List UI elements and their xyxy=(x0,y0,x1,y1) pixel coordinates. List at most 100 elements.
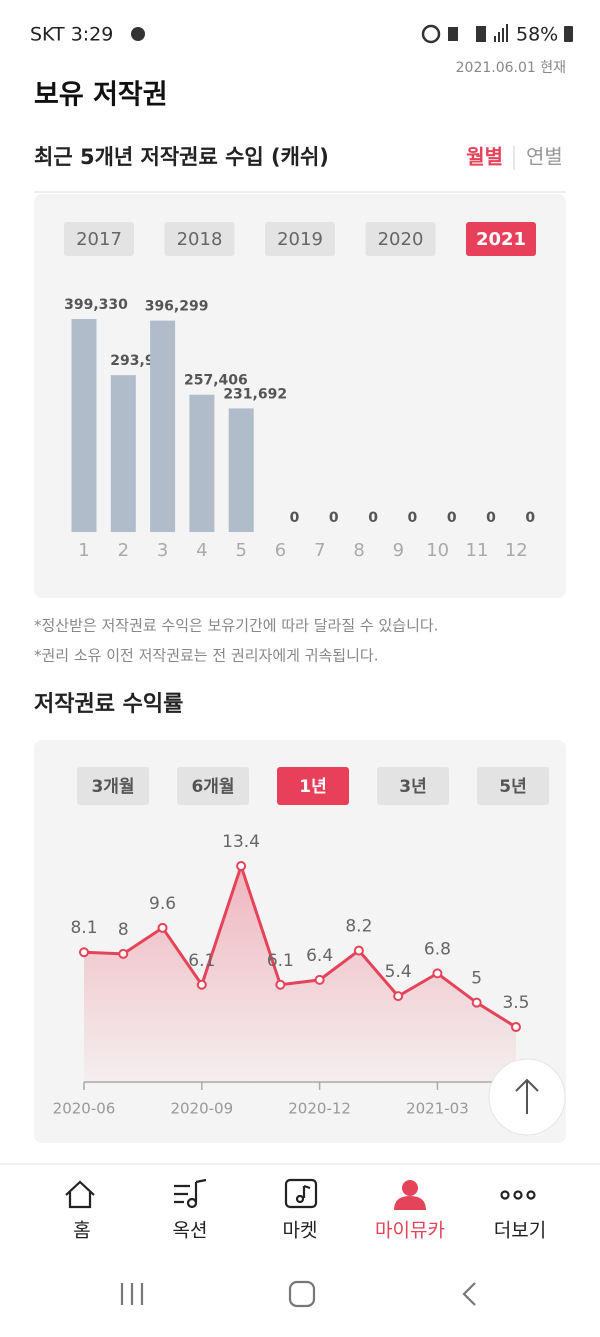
note: *권리 소유 이전 저작권료는 전 권리자에게 귀속됩니다. xyxy=(34,647,378,665)
point-label: 3.5 xyxy=(502,993,529,1013)
bar-value-label: 0 xyxy=(486,510,496,526)
point-label: 9.6 xyxy=(149,894,176,914)
bar-value-label: 399,330 xyxy=(64,297,128,313)
bar-value-label: 231,692 xyxy=(223,386,287,402)
bar-value-label: 0 xyxy=(408,510,418,526)
point-label: 6.8 xyxy=(424,939,451,959)
x-tick-label: 11 xyxy=(466,540,489,561)
point xyxy=(432,968,443,979)
bar-value-label: 396,299 xyxy=(145,299,209,315)
x-tick-label: 6 xyxy=(275,540,286,561)
x-tick-label: 9 xyxy=(393,540,404,561)
bar-value-label: 0 xyxy=(447,510,457,526)
point-label: 8.1 xyxy=(70,918,97,938)
range-tab-label: 3년 xyxy=(399,777,426,797)
arrow-up-icon xyxy=(515,1078,539,1114)
x-tick-label: 2020-12 xyxy=(288,1100,351,1118)
bar xyxy=(110,375,136,532)
x-tick-label: 2020-06 xyxy=(53,1100,116,1118)
point xyxy=(79,947,89,958)
point-label: 8 xyxy=(118,920,129,940)
date: 2021.06.01 현재 xyxy=(456,60,566,76)
point-label: 6.4 xyxy=(306,946,333,966)
toggle-monthly[interactable]: 월별 xyxy=(466,145,503,169)
nav-icon-active xyxy=(394,1180,426,1210)
system-nav xyxy=(120,1280,476,1308)
point xyxy=(118,948,129,959)
x-tick-label: 2021-03 xyxy=(406,1100,469,1118)
status-icons xyxy=(421,24,573,44)
range-tab[interactable] xyxy=(77,767,149,805)
x-tick-label: 5 xyxy=(235,540,246,561)
range-tab[interactable] xyxy=(477,767,549,805)
status-carrier-time: SKT 3:29 xyxy=(30,24,113,46)
nav-label[interactable]: 마이뮤카 xyxy=(375,1220,445,1242)
point-label: 6.1 xyxy=(267,951,294,971)
status-battery: 58% xyxy=(516,24,558,46)
year-tab-label: 2020 xyxy=(378,229,424,250)
note: *정산받은 저작권료 수익은 보유기간에 따라 달라질 수 있습니다. xyxy=(34,617,438,635)
x-tick-label: 4 xyxy=(196,540,207,561)
point xyxy=(353,945,364,956)
status-icon xyxy=(131,27,145,41)
point-label: 8.2 xyxy=(345,917,372,937)
year-tab[interactable] xyxy=(365,222,436,256)
point xyxy=(393,991,404,1002)
x-tick-label: 2 xyxy=(118,540,129,561)
bar-value-label: 257,406 xyxy=(184,373,248,389)
range-tab-label: 1년 xyxy=(299,777,326,797)
year-tab[interactable] xyxy=(64,222,134,256)
point xyxy=(236,861,247,871)
x-tick-label: 8 xyxy=(353,540,364,561)
point xyxy=(314,974,325,985)
range-tab[interactable] xyxy=(277,767,349,805)
x-tick-label: 10 xyxy=(426,540,449,561)
bar xyxy=(71,319,97,532)
point-label: 6.1 xyxy=(188,951,215,971)
year-tab-label: 2019 xyxy=(277,229,323,250)
bar-value-label: 0 xyxy=(290,510,300,526)
bar xyxy=(150,320,176,532)
point-label: 5.4 xyxy=(385,962,412,982)
nav-icons xyxy=(65,1178,536,1209)
line xyxy=(83,861,517,1029)
bar xyxy=(228,408,254,532)
point-label: 5 xyxy=(471,969,482,989)
point xyxy=(157,922,168,933)
nav-label[interactable]: 옥션 xyxy=(173,1220,208,1242)
x-tick-label: 3 xyxy=(157,540,168,561)
nav-label[interactable]: 홈 xyxy=(73,1220,90,1242)
x-tick-label: 12 xyxy=(505,540,528,561)
toggle-yearly[interactable]: 연별 xyxy=(526,145,563,169)
nav-label[interactable]: 더보기 xyxy=(494,1220,546,1242)
range-tab[interactable] xyxy=(377,767,449,805)
range-tab[interactable] xyxy=(177,767,249,805)
year-tab[interactable] xyxy=(164,222,235,256)
bar-value-label: 0 xyxy=(368,510,378,526)
section-title: 최근 5개년 저작권료 수입 (캐쉬) xyxy=(34,145,329,169)
year-tab-label: 2018 xyxy=(177,229,223,250)
bar-value-label: 0 xyxy=(525,510,535,526)
point xyxy=(471,997,482,1008)
year-tab[interactable] xyxy=(466,222,536,256)
point xyxy=(275,979,286,990)
year-tab-label: 2017 xyxy=(76,229,122,250)
x-tick-label: 7 xyxy=(314,540,325,561)
page-title: 보유 저작권 xyxy=(34,80,168,111)
range-tab-label: 3개월 xyxy=(91,777,134,797)
point xyxy=(196,979,207,990)
area-fill xyxy=(84,866,516,1084)
section-title: 저작권료 수익률 xyxy=(34,692,183,717)
bar xyxy=(189,394,215,532)
year-tab-label: 2021 xyxy=(476,229,526,250)
x-tick-label: 2020-09 xyxy=(170,1100,233,1118)
year-tab[interactable] xyxy=(265,222,335,256)
bar-value-label: 0 xyxy=(329,510,339,526)
range-tab-label: 5년 xyxy=(499,777,526,797)
range-tab-label: 6개월 xyxy=(191,777,234,797)
nav-label[interactable]: 마켓 xyxy=(283,1220,318,1242)
x-tick-label: 1 xyxy=(78,540,89,561)
point xyxy=(510,1022,521,1033)
point-label: 13.4 xyxy=(222,832,260,852)
